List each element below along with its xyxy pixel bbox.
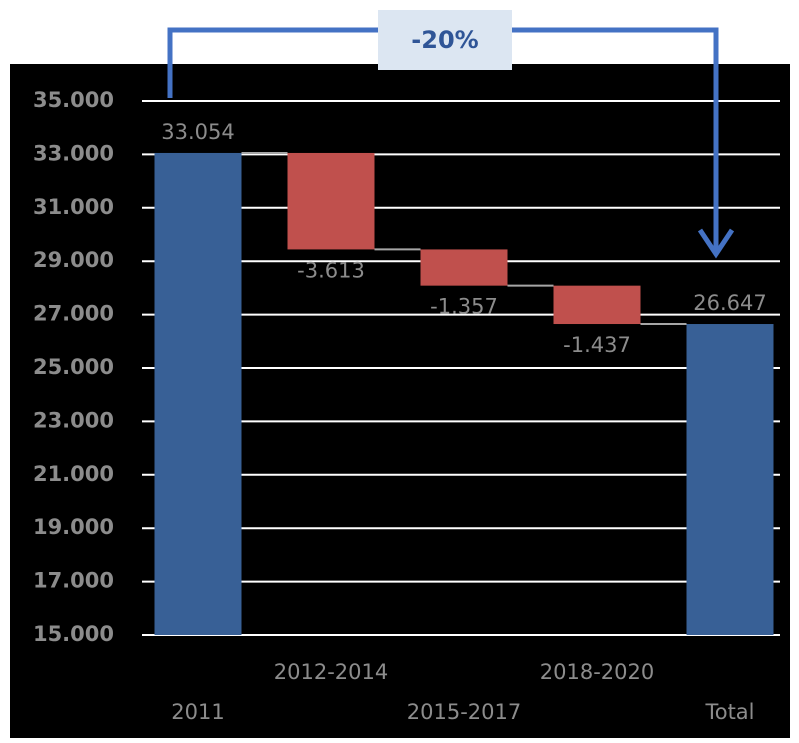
y-tick-label: 19.000 [33, 515, 114, 539]
x-tick-label: Total [704, 700, 754, 724]
x-tick-label: 2018-2020 [540, 660, 654, 684]
grid [142, 100, 780, 636]
y-tick-label: 27.000 [33, 302, 114, 326]
bar [686, 324, 774, 635]
x-tick-label: 2015-2017 [407, 700, 521, 724]
arrow-head [697, 228, 735, 259]
y-tick-label: 17.000 [33, 569, 114, 593]
x-tick-label: 2011 [171, 700, 224, 724]
annotation: -20% [411, 26, 478, 54]
y-tick-label: 31.000 [33, 195, 114, 219]
y-tick-label: 21.000 [33, 462, 114, 486]
y-tick-label: 33.000 [33, 141, 114, 165]
y-tick-label: 25.000 [33, 355, 114, 379]
y-tick-label: 35.000 [33, 88, 114, 112]
plot-background [10, 64, 790, 738]
value-label: 26.647 [693, 291, 766, 315]
value-label: -3.613 [297, 258, 365, 282]
bar [154, 152, 242, 636]
bar [553, 285, 641, 325]
y-tick-label: 15.000 [33, 622, 114, 646]
x-tick-label: 2012-2014 [274, 660, 388, 684]
y-tick-label: 29.000 [33, 248, 114, 272]
marks [154, 151, 774, 636]
value-label: -1.357 [430, 295, 498, 319]
bar [420, 249, 508, 286]
value-label: -1.437 [563, 333, 631, 357]
value-label: 33.054 [161, 120, 234, 144]
y-tick-label: 23.000 [33, 408, 114, 432]
bar [287, 152, 375, 250]
annotation-box [378, 10, 512, 70]
